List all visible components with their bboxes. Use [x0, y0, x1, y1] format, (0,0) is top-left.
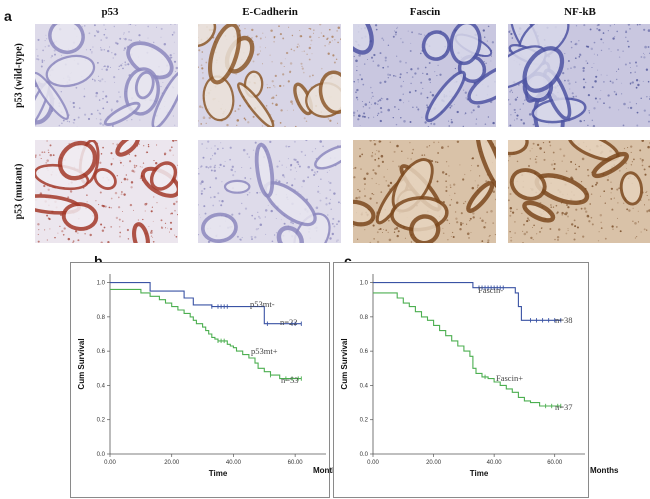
x-tick-label: 40.00 — [226, 460, 242, 466]
row-label-mutant: p53 (mutant) — [13, 163, 25, 220]
micrograph-e-cadherin-mutant — [198, 140, 341, 243]
y-tick-label: 0.0 — [97, 452, 106, 458]
x-unit-b: Months — [313, 466, 342, 475]
y-tick-label: 0.2 — [97, 418, 106, 424]
survival-curve-1 — [373, 292, 561, 407]
micrograph-e-cadherin-wild-type — [198, 24, 341, 127]
series-n-label: n=37 — [555, 402, 573, 412]
km-plot-p53: 0.00 20.00 40.00 60.00 0.0 0.2 0.4 0.6 0.8 1.0 Tim… — [70, 262, 330, 498]
series-name-label: p53mt+ — [251, 346, 278, 356]
km-plot-fascin: 0.00 20.00 40.00 60.00 0.0 0.2 0.4 0.6 0.8 1.0 Tim… — [333, 262, 589, 498]
y-axis-title: Cum Survival — [340, 338, 349, 389]
x-axis-title: Time — [209, 469, 228, 478]
y-tick-label: 1.0 — [360, 281, 369, 287]
row-label-wild-type: p53 (wild-type) — [13, 43, 25, 108]
micrograph-nf-kb-wild-type — [508, 24, 650, 127]
y-tick-label: 0.4 — [360, 383, 369, 389]
x-tick-label: 60.00 — [288, 460, 304, 466]
x-tick-label: 20.00 — [426, 460, 442, 466]
series-name-label: Fascin- — [478, 285, 503, 295]
micrograph-p53-mutant — [35, 140, 178, 243]
x-tick-label: 20.00 — [164, 460, 180, 466]
y-tick-label: 0.8 — [360, 315, 369, 321]
x-tick-label: 0.00 — [367, 460, 379, 466]
series-n-label: n=53 — [281, 375, 299, 385]
micrograph-p53-wild-type — [35, 24, 178, 127]
plot-frame — [333, 262, 589, 498]
micrograph-fascin-mutant — [353, 140, 496, 243]
y-tick-label: 0.0 — [360, 452, 369, 458]
panel-a-letter: a — [4, 8, 12, 24]
x-unit-c: Months — [590, 466, 619, 475]
micrograph-fascin-wild-type — [353, 24, 496, 127]
series-n-label: n=22 — [280, 317, 298, 327]
y-tick-label: 0.8 — [97, 315, 106, 321]
micrograph-nf-kb-mutant — [508, 140, 650, 243]
x-axis-title: Time — [470, 469, 489, 478]
y-tick-label: 0.6 — [360, 349, 369, 355]
x-tick-label: 0.00 — [104, 460, 116, 466]
series-n-label: n=38 — [555, 315, 573, 325]
y-axis-title: Cum Survival — [77, 338, 86, 389]
panel-b-letter: b — [94, 253, 103, 269]
panel-c-letter: c — [344, 253, 352, 269]
x-tick-label: 60.00 — [547, 460, 563, 466]
column-header-nf-kb: NF-kB — [564, 6, 596, 18]
y-tick-label: 0.4 — [97, 383, 106, 389]
series-name-label: Fascin+ — [496, 373, 523, 383]
x-tick-label: 40.00 — [487, 460, 503, 466]
series-name-label: p53mt- — [250, 299, 275, 309]
y-tick-label: 0.2 — [360, 418, 369, 424]
column-header-fascin: Fascin — [409, 6, 441, 18]
y-tick-label: 1.0 — [97, 281, 106, 287]
survival-curve-1 — [110, 288, 302, 380]
column-header-e-cadherin: E-Cadherin — [242, 6, 298, 18]
column-header-p53: p53 — [101, 6, 119, 18]
y-tick-label: 0.6 — [97, 349, 106, 355]
